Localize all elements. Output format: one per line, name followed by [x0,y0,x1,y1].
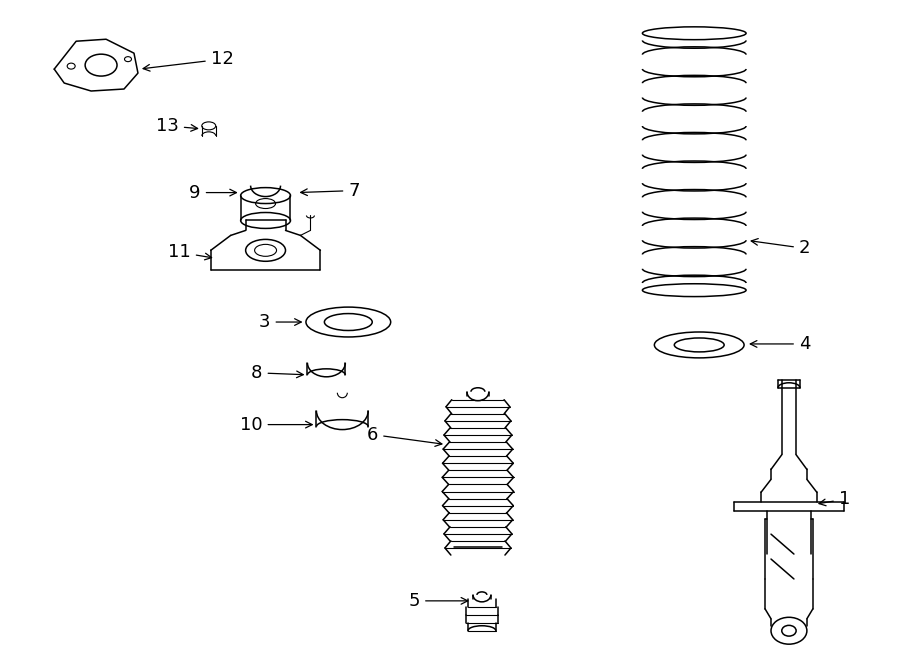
Text: 13: 13 [156,117,198,135]
Text: 12: 12 [143,50,234,71]
Text: 1: 1 [819,490,850,508]
Text: 11: 11 [168,243,212,261]
Text: 9: 9 [189,184,237,202]
Text: 2: 2 [752,239,810,257]
Text: 5: 5 [409,592,468,610]
Text: 10: 10 [240,416,312,434]
Text: 8: 8 [251,364,303,382]
Text: 6: 6 [367,426,442,446]
Text: 7: 7 [301,182,360,200]
Text: 4: 4 [751,335,810,353]
Text: 3: 3 [259,313,302,331]
